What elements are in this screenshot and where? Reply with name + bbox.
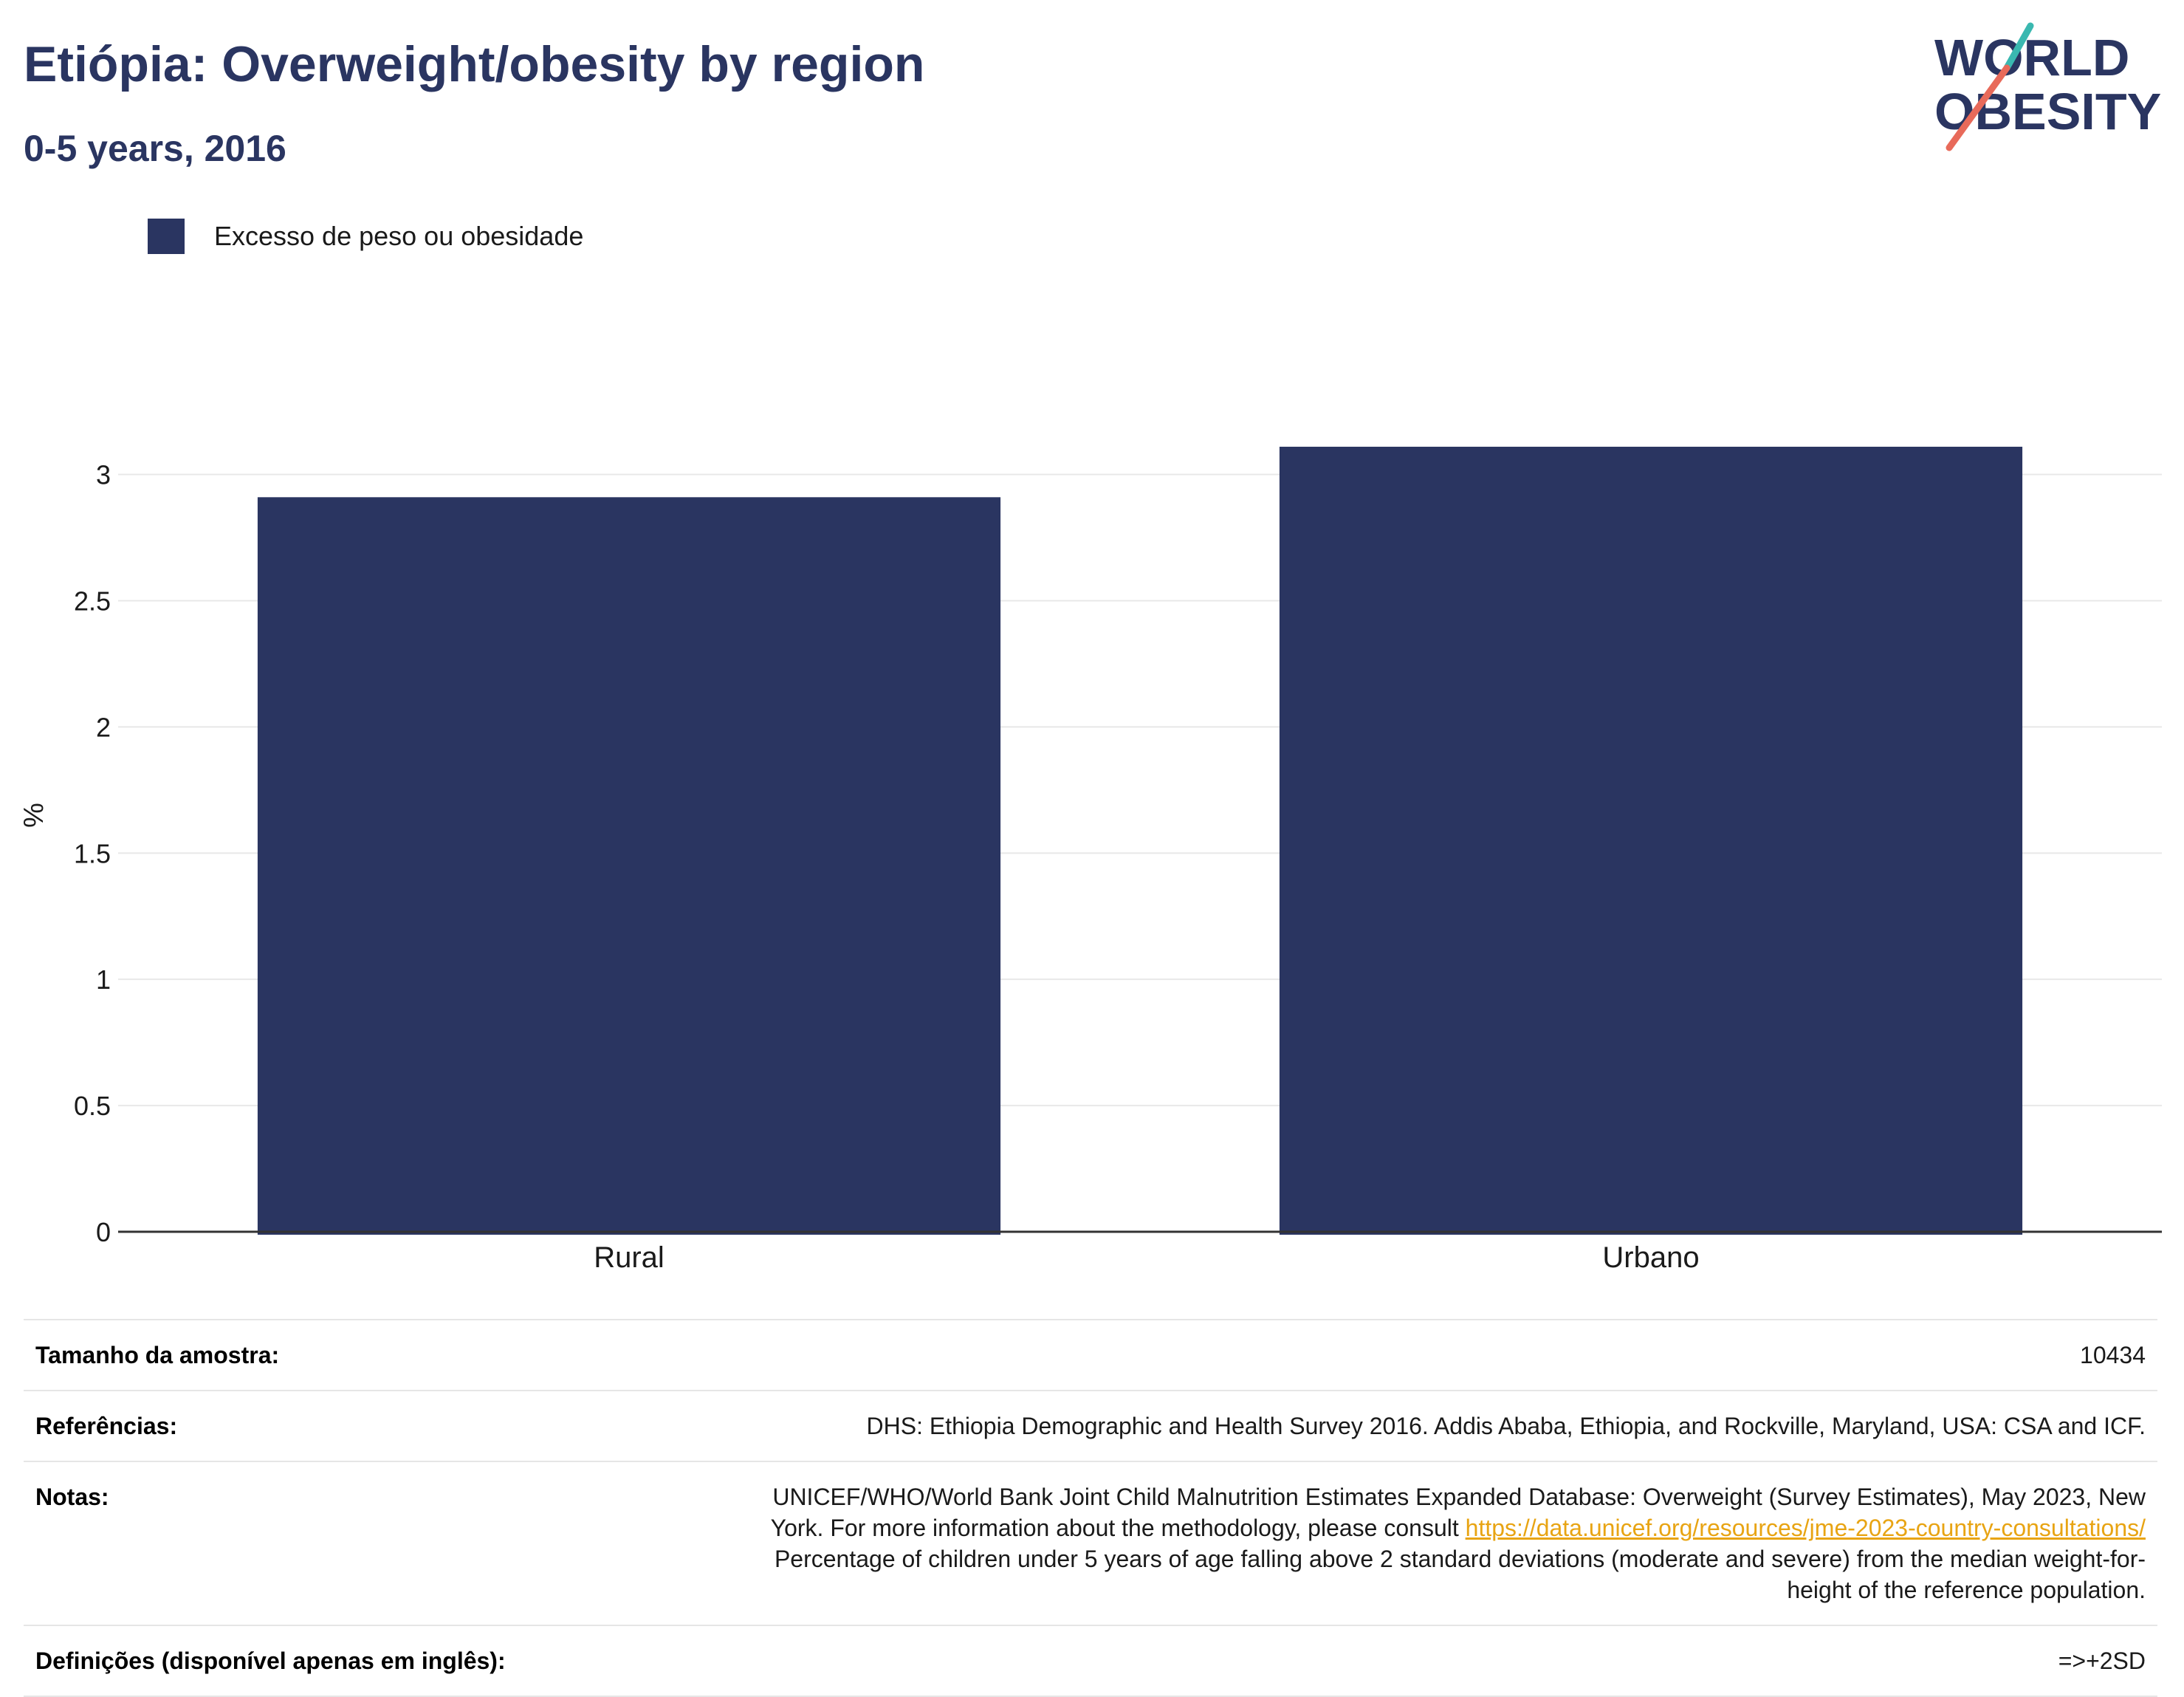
world-obesity-logo: WORLD OBESITY bbox=[1934, 22, 2161, 151]
bar-urbano bbox=[1279, 446, 2023, 1235]
sample-size-value: 10434 bbox=[2080, 1342, 2146, 1368]
y-axis-label: % bbox=[18, 803, 49, 828]
definitions-label: Definições (disponível apenas em inglês)… bbox=[35, 1648, 506, 1674]
references-value: DHS: Ethiopia Demographic and Health Sur… bbox=[866, 1413, 2146, 1439]
definitions-value: =>+2SD bbox=[2058, 1648, 2146, 1674]
notes-label: Notas: bbox=[35, 1484, 109, 1510]
legend-swatch bbox=[148, 219, 185, 254]
sample-size-label: Tamanho da amostra: bbox=[35, 1342, 280, 1368]
y-axis-ticks: 0 0.5 1 1.5 2 2.5 3 bbox=[74, 460, 111, 1247]
logo-slash-coral bbox=[1946, 64, 2010, 151]
references-label: Referências: bbox=[35, 1413, 178, 1439]
y-tick-label: 2 bbox=[96, 712, 111, 742]
logo-slash-teal bbox=[2003, 22, 2034, 72]
y-tick-label: 3 bbox=[96, 460, 111, 490]
legend-label: Excesso de peso ou obesidade bbox=[214, 221, 584, 251]
bar-chart: 0 0.5 1 1.5 2 2.5 3 Rural Urbano % bbox=[18, 446, 2162, 1274]
notes-line-3: Percentage of children under 5 years of … bbox=[774, 1546, 2146, 1572]
notes-value: UNICEF/WHO/World Bank Joint Child Malnut… bbox=[771, 1481, 2146, 1605]
info-row-definitions: Definições (disponível apenas em inglês)… bbox=[24, 1625, 2157, 1697]
page-subtitle: 0-5 years, 2016 bbox=[24, 128, 286, 169]
y-tick-label: 2.5 bbox=[74, 586, 111, 616]
page-title: Etiópia: Overweight/obesity by region bbox=[24, 36, 925, 92]
notes-line-4: height of the reference population. bbox=[1787, 1577, 2146, 1603]
notes-line-2-text: York. For more information about the met… bbox=[770, 1515, 1466, 1541]
info-row-sample-size: Tamanho da amostra: 10434 bbox=[24, 1319, 2157, 1390]
y-tick-label: 1 bbox=[96, 964, 111, 995]
y-tick-label: 1.5 bbox=[74, 838, 111, 868]
y-tick-label: 0 bbox=[96, 1217, 111, 1247]
notes-line-1: UNICEF/WHO/World Bank Joint Child Malnut… bbox=[772, 1484, 2146, 1510]
chart-legend: Excesso de peso ou obesidade bbox=[148, 219, 583, 254]
y-tick-label: 0.5 bbox=[74, 1091, 111, 1121]
x-axis-ticks: Rural Urbano bbox=[594, 1241, 1699, 1274]
info-table: Tamanho da amostra: 10434 Referências: D… bbox=[24, 1319, 2157, 1697]
logo-word-world: WORLD bbox=[1934, 29, 2129, 86]
info-row-notes: Notas: UNICEF/WHO/World Bank Joint Child… bbox=[24, 1461, 2157, 1625]
notes-methodology-link[interactable]: https://data.unicef.org/resources/jme-20… bbox=[1465, 1515, 2146, 1541]
notes-line-2: York. For more information about the met… bbox=[771, 1512, 2146, 1543]
bar-rural bbox=[257, 497, 1001, 1235]
chart-bars bbox=[257, 446, 2023, 1235]
x-tick-label: Urbano bbox=[1602, 1241, 1699, 1274]
x-tick-label: Rural bbox=[594, 1241, 665, 1274]
info-row-references: Referências: DHS: Ethiopia Demographic a… bbox=[24, 1390, 2157, 1461]
logo-word-obesity: OBESITY bbox=[1934, 83, 2161, 140]
